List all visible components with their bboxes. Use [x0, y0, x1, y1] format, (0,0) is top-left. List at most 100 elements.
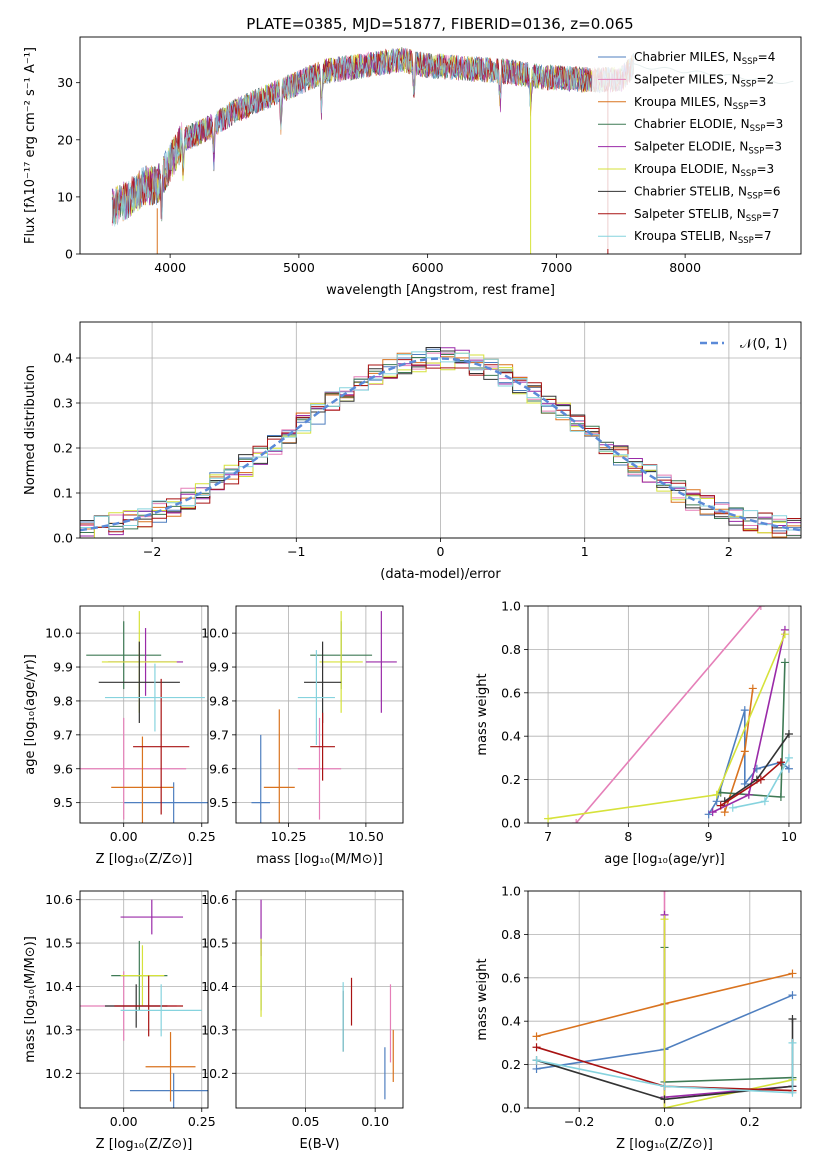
weight-line	[575, 606, 762, 823]
y-tick-label: 0.0	[501, 1101, 521, 1116]
axes-frame	[527, 890, 802, 1109]
weight-point	[788, 991, 797, 1000]
y-axis-label: Normed distribution	[23, 365, 38, 495]
weight-point	[788, 969, 797, 978]
histogram-step	[80, 347, 801, 529]
axes-frame	[235, 605, 404, 824]
legend-entry: 𝒩(0, 1)	[740, 337, 787, 352]
y-tick-label: 10.5	[45, 936, 73, 951]
x-tick-label: 6000	[412, 260, 444, 275]
weight-point	[704, 810, 713, 819]
weight-line	[536, 1042, 794, 1094]
figure-title: PLATE=0385, MJD=51877, FIBERID=0136, z=0…	[246, 15, 633, 33]
legend-entry: Chabrier STELIB, NSSP=6	[634, 184, 781, 201]
x-axis-label: age [log₁₀(age/yr)]	[604, 852, 725, 867]
axes-age-weight: 7 8 9 10 0.0 0.2 0.4 0.6 0.8 1.0 age [log₁₀(age/yr…	[475, 599, 802, 867]
x-axis-label: Z [log₁₀(Z/Z⊙)]	[96, 852, 193, 867]
legend-entry: Chabrier ELODIE, NSSP=3	[634, 117, 783, 134]
y-tick-label: 10.4	[45, 979, 73, 994]
y-tick-label: 0.1	[53, 486, 73, 501]
y-tick-label: 20	[57, 132, 73, 147]
y-tick-label: 30	[57, 75, 73, 90]
y-tick-label: 9.9	[209, 660, 229, 675]
axes-frame	[79, 605, 209, 824]
plot-area-z-mass	[80, 899, 208, 1108]
weight-point	[784, 730, 793, 739]
y-tick-label: 0.4	[501, 729, 521, 744]
x-axis-label: wavelength [Angstrom, rest frame]	[326, 283, 555, 298]
y-tick-label: 0	[65, 247, 73, 262]
y-tick-label: 10.0	[201, 626, 229, 641]
weight-point	[716, 801, 725, 810]
weight-point	[532, 1056, 541, 1065]
y-axis-label: Flux [fλ10⁻¹⁷ erg cm⁻² s⁻¹ A⁻¹]	[23, 47, 38, 244]
x-tick-label: 0.2	[740, 1114, 760, 1129]
weight-point	[544, 814, 553, 823]
axes-spectrum: 4000 5000 6000 7000 8000 0 10 20 30 wavelength [A…	[23, 36, 802, 298]
weight-point	[756, 606, 765, 610]
plot-area-spectrum	[111, 47, 794, 254]
x-axis-label: Z [log₁₀(Z/Z⊙)]	[616, 1137, 713, 1152]
weight-point	[720, 808, 729, 817]
y-tick-label: 0.2	[501, 1057, 521, 1072]
y-tick-label: 0.2	[53, 441, 73, 456]
axes-frame	[527, 605, 802, 824]
x-tick-label: 8000	[669, 260, 701, 275]
histogram-step	[80, 347, 801, 537]
y-tick-label: 9.7	[53, 727, 73, 742]
y-tick-label: 9.5	[53, 795, 73, 810]
x-tick-label: 0.25	[188, 1114, 216, 1129]
y-tick-label: 10.3	[201, 1022, 229, 1037]
plot-area-age-weight	[544, 606, 793, 823]
x-axis-label: Z [log₁₀(Z/Z⊙)]	[96, 1137, 193, 1152]
y-tick-label: 10	[57, 189, 73, 204]
x-tick-label: 7	[544, 829, 552, 844]
axes-residuals: −2 −1 0 1 2 0.0 0.1 0.2 0.3 0.4 (data-model)/error…	[23, 321, 802, 582]
axes-z-mass: 0.00 0.25 10.2 10.3 10.4 10.5 10.6 Z [log₁₀(Z/Z…	[23, 890, 216, 1152]
legend-entry: Salpeter ELODIE, NSSP=3	[634, 140, 782, 157]
x-tick-label: 0	[437, 544, 445, 559]
x-tick-label: 8	[624, 829, 632, 844]
y-tick-label: 0.0	[53, 531, 73, 546]
x-tick-label: 0.25	[188, 829, 216, 844]
x-tick-label: 10	[781, 829, 797, 844]
y-tick-label: 9.6	[209, 761, 229, 776]
y-tick-label: 1.0	[501, 599, 521, 614]
y-tick-label: 0.6	[501, 970, 521, 985]
axes-frame	[79, 890, 209, 1109]
x-tick-label: −2	[143, 544, 161, 559]
weight-point	[780, 658, 789, 667]
weight-point	[532, 1064, 541, 1073]
weight-point	[740, 706, 749, 715]
weight-point	[776, 792, 785, 801]
x-tick-label: 0.0	[655, 1114, 675, 1129]
y-tick-label: 10.5	[201, 936, 229, 951]
y-tick-label: 9.9	[53, 660, 73, 675]
x-tick-label: 0.10	[361, 1114, 389, 1129]
y-tick-label: 10.2	[201, 1066, 229, 1081]
y-tick-label: 0.4	[53, 351, 73, 366]
weight-point	[740, 747, 749, 756]
legend-entry: Kroupa ELODIE, NSSP=3	[634, 162, 774, 179]
weight-point	[760, 797, 769, 806]
x-tick-label: 4000	[154, 260, 186, 275]
y-tick-label: 10.0	[45, 626, 73, 641]
weight-point	[532, 1043, 541, 1052]
weight-point	[784, 764, 793, 773]
y-axis-label: mass weight	[475, 958, 490, 1040]
axes-mass-age: 10.25 10.50 9.5 9.6 9.7 9.8 9.9 10.0 mass [log₁₀…	[201, 605, 404, 867]
x-tick-label: 0.00	[110, 1114, 138, 1129]
y-tick-label: 9.6	[53, 761, 73, 776]
weight-point	[660, 1095, 669, 1104]
y-tick-label: 0.0	[501, 816, 521, 831]
x-tick-label: 1	[581, 544, 589, 559]
x-tick-label: 10.25	[271, 829, 307, 844]
y-tick-label: 10.6	[45, 892, 73, 907]
weight-point	[660, 1082, 669, 1091]
weight-point	[788, 1088, 797, 1097]
residuals-legend: 𝒩(0, 1)	[700, 337, 787, 352]
y-tick-label: 10.6	[201, 892, 229, 907]
x-tick-label: 7000	[540, 260, 572, 275]
weight-point	[776, 758, 785, 767]
